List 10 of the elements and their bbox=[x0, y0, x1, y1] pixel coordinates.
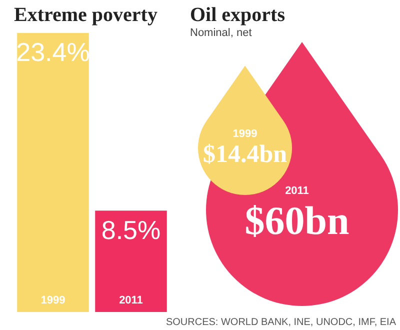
text: Oil exports bbox=[190, 4, 285, 27]
data-label: 23.4% bbox=[16, 37, 90, 68]
source-note: SOURCES: WORLD BANK, INE, UNODC, IMF, EIA bbox=[166, 317, 396, 328]
chart-title: Extreme poverty bbox=[14, 4, 158, 27]
data-label: 8.5% bbox=[101, 214, 161, 245]
category-label: 2011 bbox=[285, 185, 309, 197]
data-label: $60bn bbox=[244, 198, 350, 243]
category-label: 1999 bbox=[232, 128, 258, 140]
text: Nominal, net bbox=[190, 27, 252, 39]
data-label: $14.4bn bbox=[202, 141, 288, 168]
